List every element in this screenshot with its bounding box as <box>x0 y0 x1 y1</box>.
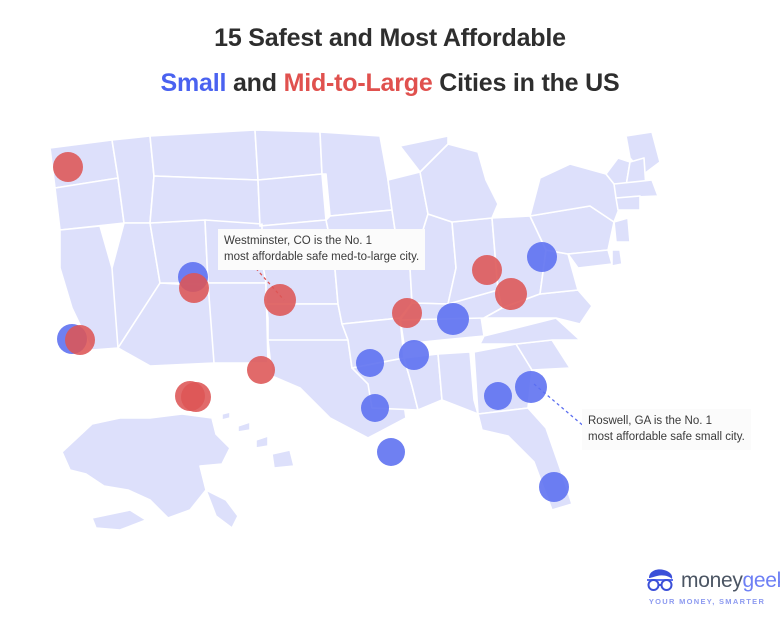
state-hi-3 <box>255 435 269 449</box>
state-ct <box>615 195 641 211</box>
city-dot-small[interactable] <box>437 303 469 335</box>
logo-tagline: YOUR MONEY, SMARTER <box>648 597 766 606</box>
state-ak <box>61 413 231 519</box>
city-dot-small[interactable] <box>361 394 389 422</box>
state-wy <box>149 175 261 227</box>
city-dot-mid-to-large[interactable] <box>472 255 502 285</box>
state-mn <box>319 131 393 217</box>
us-map-shapes <box>49 129 661 531</box>
state-hi-2 <box>237 421 251 433</box>
title-line-2: Small and Mid-to-Large Cities in the US <box>0 61 780 106</box>
city-dot-mid-to-large[interactable] <box>65 325 95 355</box>
city-dot-mid-to-large[interactable] <box>53 152 83 182</box>
city-dot-mid-to-large[interactable] <box>179 273 209 303</box>
state-or <box>54 177 125 231</box>
state-ak-pan <box>205 489 239 529</box>
city-dot-roswell[interactable] <box>515 371 547 403</box>
title-conjunction: and <box>226 69 284 97</box>
city-dot-mid-to-large[interactable] <box>495 278 527 310</box>
title-line-1: 15 Safest and Most Affordable <box>214 24 566 52</box>
title-suffix: Cities in the US <box>432 69 620 97</box>
city-dot-small[interactable] <box>484 382 512 410</box>
title-mid-to-large-word: Mid-to-Large <box>283 69 433 97</box>
moneygeek-logo[interactable]: moneygeek YOUR MONEY, SMARTER <box>645 568 780 616</box>
state-nm <box>207 282 269 364</box>
state-hi-4 <box>271 449 295 469</box>
city-dot-small[interactable] <box>399 340 429 370</box>
state-mt <box>149 129 259 181</box>
callout-roswell: Roswell, GA is the No. 1 most affordable… <box>582 409 751 450</box>
city-dot-small[interactable] <box>377 438 405 466</box>
city-dot-mid-to-large[interactable] <box>247 356 275 384</box>
logo-wordmark: moneygeek <box>681 570 780 591</box>
logo-row: moneygeek <box>645 568 780 592</box>
city-dot-small[interactable] <box>527 242 557 272</box>
city-dot-small[interactable] <box>539 472 569 502</box>
callout-westminster: Westminster, CO is the No. 1 most afford… <box>218 229 426 270</box>
logo-word-money: money <box>681 568 743 592</box>
state-de <box>611 249 623 267</box>
state-ak-tail <box>91 509 147 531</box>
state-nj <box>613 217 631 243</box>
callout-roswell-line-2: most affordable safe small city. <box>588 431 745 443</box>
state-al <box>437 351 479 415</box>
callout-roswell-line-1: Roswell, GA is the No. 1 <box>588 415 712 427</box>
city-dot-westminster[interactable] <box>264 284 296 316</box>
geek-glasses-icon <box>647 569 673 591</box>
state-me <box>625 131 661 175</box>
callout-westminster-line-2: most affordable safe med-to-large city. <box>224 251 420 263</box>
state-mi-up <box>399 135 449 173</box>
state-nd <box>254 129 323 181</box>
logo-word-geek: geek <box>742 568 780 592</box>
callout-westminster-line-1: Westminster, CO is the No. 1 <box>224 235 373 247</box>
state-md <box>567 249 613 269</box>
city-dot-mid-to-large[interactable] <box>392 298 422 328</box>
state-sd <box>257 173 327 227</box>
state-hi-1 <box>221 411 231 421</box>
page-title: 15 Safest and Most Affordable Small and … <box>0 16 780 106</box>
city-dot-small[interactable] <box>356 349 384 377</box>
city-dot-mid-to-large[interactable] <box>181 382 211 412</box>
title-small-word: Small <box>160 69 227 97</box>
us-map <box>0 118 780 578</box>
state-ma <box>613 179 659 199</box>
state-nc <box>479 317 581 345</box>
